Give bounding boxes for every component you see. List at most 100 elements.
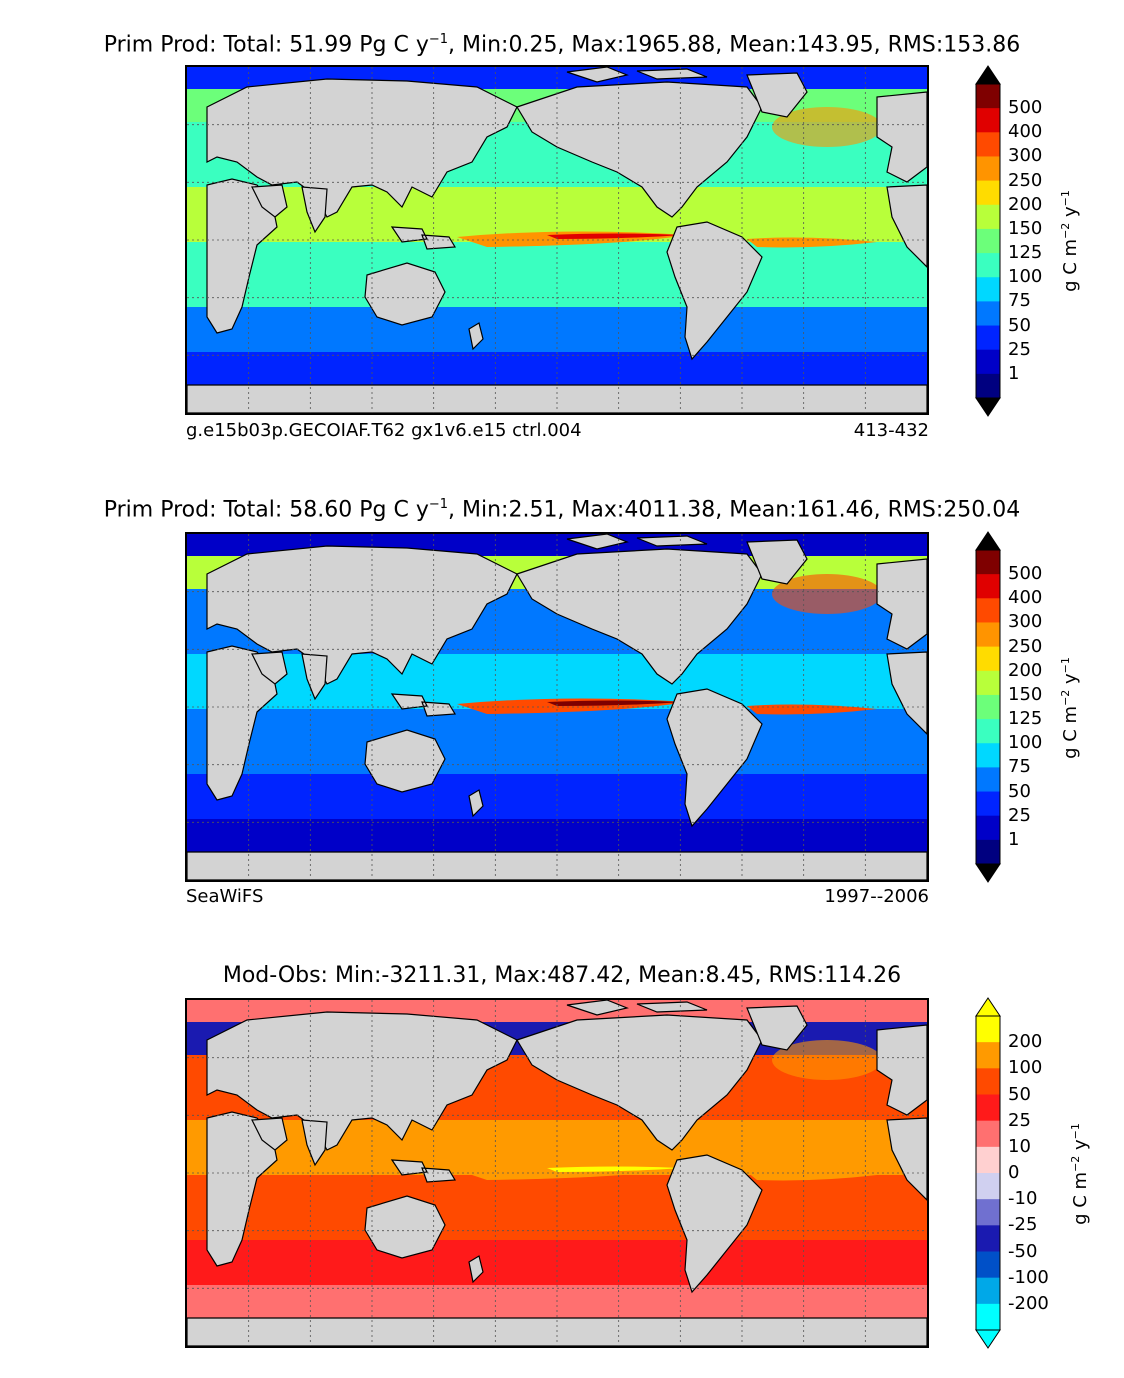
colorbar-segment <box>976 1068 1000 1095</box>
land-mass <box>364 729 446 793</box>
colorbar-tick-label: 200 <box>1008 193 1043 215</box>
panel-3-title: Mod-Obs: Min:-3211.31, Max:487.42, Mean:… <box>222 963 902 988</box>
panel-1-caption-left: g.e15b03p.GECOIAF.T62 gx1v6.e15 ctrl.004 <box>186 420 582 441</box>
land-mass <box>886 184 927 268</box>
colorbar-arrow-bottom <box>975 397 1001 417</box>
colorbar-segment <box>976 694 1000 720</box>
colorbar-segment <box>976 1094 1000 1122</box>
colorbar-tick-label: 125 <box>1008 242 1043 264</box>
land-mass <box>251 1117 328 1167</box>
panel-1-colorbar-unit: g C m−2 y−1 <box>1059 190 1081 292</box>
colorbar-arrow-top <box>975 531 1001 551</box>
panel-1-map <box>185 65 929 415</box>
colorbar-segment <box>976 228 1000 254</box>
colorbar-tick-label: 400 <box>1008 587 1043 609</box>
land-mass <box>364 1195 446 1259</box>
panel-2-map <box>185 532 929 882</box>
colorbar-tick-label: -50 <box>1008 1240 1038 1262</box>
colorbar-tick-label: 50 <box>1008 1083 1031 1105</box>
colorbar-segment <box>976 598 1000 623</box>
colorbar-segment <box>976 1199 1000 1226</box>
colorbar-segment <box>976 1016 1000 1043</box>
colorbar-tick-label: 200 <box>1008 1031 1043 1053</box>
panel-2-caption-left: SeaWiFS <box>186 886 264 907</box>
land-mass <box>206 1111 278 1267</box>
colorbar-tick-label: 25 <box>1008 1109 1031 1131</box>
colorbar-tick-label: 150 <box>1008 217 1043 239</box>
land-mass <box>566 534 708 550</box>
coastal-patch <box>772 107 882 147</box>
colorbar-tick-label: 1 <box>1008 362 1020 384</box>
ocean-band <box>187 774 927 819</box>
ocean-band <box>187 1240 927 1285</box>
colorbar-arrow-bottom <box>975 1329 1001 1349</box>
panel-1-title: Prim Prod: Total: 51.99 Pg C y−1, Min:0.… <box>103 32 1021 58</box>
colorbar-segment <box>976 204 1000 230</box>
land-mass <box>516 81 763 218</box>
land-mass <box>206 1011 518 1151</box>
colorbar-tick-label: -100 <box>1008 1266 1049 1288</box>
colorbar-tick-label: -200 <box>1008 1292 1049 1314</box>
colorbar-segment <box>976 743 1000 768</box>
colorbar-tick-label: 10 <box>1008 1135 1031 1157</box>
colorbar-tick-label: -10 <box>1008 1188 1038 1210</box>
colorbar-tick-label: 500 <box>1008 563 1043 585</box>
coastal-patch <box>772 1040 882 1080</box>
colorbar-segment <box>976 180 1000 206</box>
colorbar-tick-label: -25 <box>1008 1214 1038 1236</box>
land-mass <box>390 693 457 717</box>
land-mass <box>876 91 927 183</box>
colorbar-segment <box>976 719 1000 744</box>
panel-2-colorbar <box>975 531 1001 883</box>
colorbar-segment <box>976 1120 1000 1148</box>
map-svg <box>187 534 927 880</box>
land-mass <box>566 1000 708 1016</box>
land-mass <box>206 78 518 218</box>
colorbar-segment <box>976 1303 1000 1331</box>
colorbar-segment <box>976 791 1000 817</box>
panel-1-colorbar <box>975 65 1001 417</box>
colorbar-tick-label: 100 <box>1008 732 1043 754</box>
land-mass <box>886 1117 927 1201</box>
colorbar-segment <box>976 622 1000 648</box>
colorbar-segment <box>976 253 1000 278</box>
panel-2-caption-right: 1997--2006 <box>824 886 929 907</box>
colorbar-tick-label: 300 <box>1008 145 1043 167</box>
colorbar-segment <box>976 156 1000 182</box>
colorbar-tick-label: 400 <box>1008 121 1043 143</box>
colorbar-arrow-top <box>975 65 1001 85</box>
colorbar-segment <box>976 301 1000 327</box>
land-mass <box>251 184 328 234</box>
land-mass <box>876 1024 927 1116</box>
colorbar-segment <box>976 325 1000 351</box>
colorbar-svg <box>975 531 1001 883</box>
atlantic-upwelling <box>747 704 877 715</box>
colorbar-segment <box>976 1225 1000 1252</box>
colorbar-segment <box>976 1277 1000 1305</box>
colorbar-tick-label: 300 <box>1008 611 1043 633</box>
panel-3-colorbar <box>975 997 1001 1349</box>
colorbar-segment <box>976 277 1000 302</box>
land-mass <box>886 651 927 735</box>
colorbar-segment <box>976 1251 1000 1279</box>
panel-1-caption-right: 413-432 <box>853 420 929 441</box>
colorbar-tick-label: 200 <box>1008 659 1043 681</box>
land-mass <box>251 651 328 701</box>
colorbar-segment <box>976 108 1000 133</box>
land-mass <box>390 226 457 250</box>
colorbar-tick-label: 25 <box>1008 804 1031 826</box>
colorbar-tick-label: 0 <box>1008 1162 1020 1183</box>
colorbar-tick-label: 50 <box>1008 314 1031 336</box>
land-mass <box>206 178 278 334</box>
colorbar-arrow-top <box>975 997 1001 1017</box>
colorbar-segment <box>976 349 1000 375</box>
colorbar-segment <box>976 815 1000 841</box>
colorbar-segment <box>976 84 1000 109</box>
colorbar-tick-label: 500 <box>1008 97 1043 119</box>
map-svg <box>187 1000 927 1346</box>
coastal-patch <box>772 574 882 614</box>
colorbar-svg <box>975 65 1001 417</box>
land-mass <box>516 1014 763 1151</box>
colorbar-segment <box>976 373 1000 399</box>
panel-3-map <box>185 998 929 1348</box>
